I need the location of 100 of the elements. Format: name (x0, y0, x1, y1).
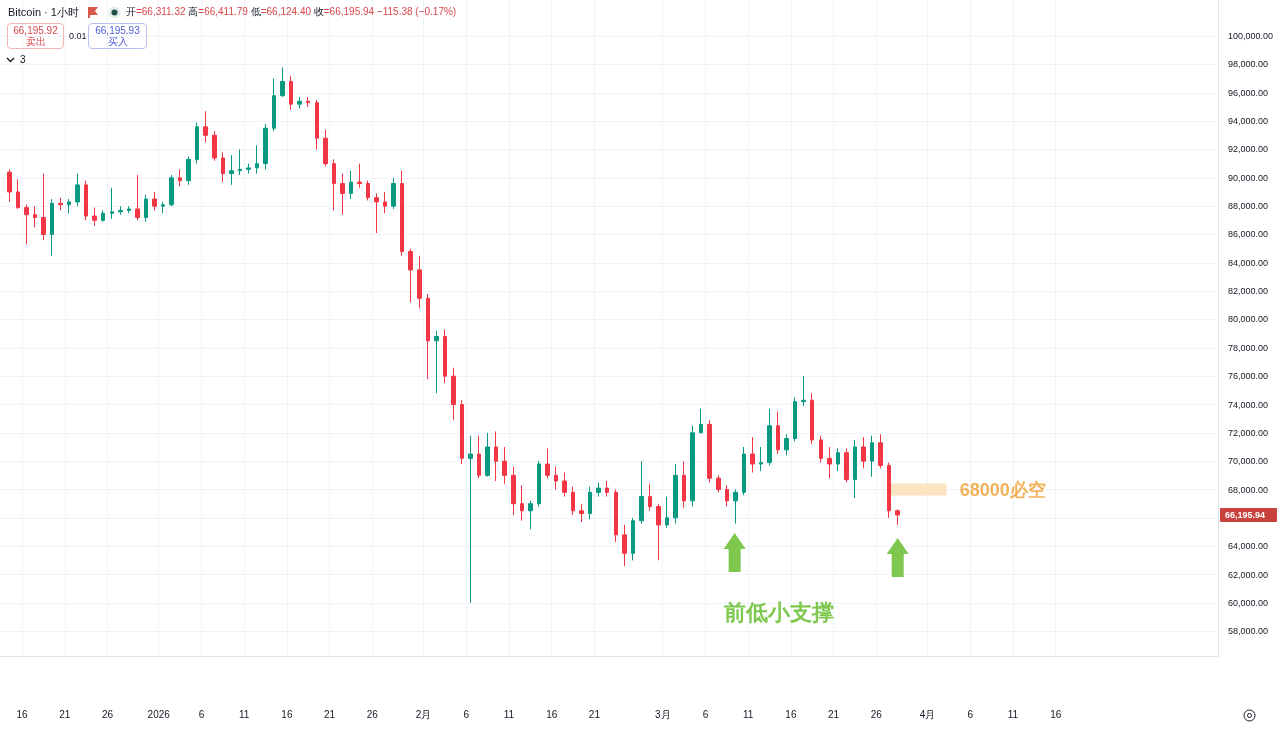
candlestick (793, 396, 797, 442)
candlestick (588, 486, 592, 520)
candlestick (656, 503, 661, 561)
candlestick (374, 192, 379, 234)
candlestick (323, 129, 328, 167)
candlestick (75, 173, 80, 207)
annotation: 0.01 (69, 31, 87, 41)
y-tick-label: 88,000.00 (1228, 201, 1269, 212)
candlestick (246, 163, 251, 175)
y-tick-label: 84,000.00 (1228, 257, 1269, 268)
candlestick (716, 474, 721, 493)
annotation: 3 (20, 54, 26, 65)
text: 66,195.94 (1225, 510, 1266, 521)
candlestick (742, 446, 746, 496)
text: 开=66,311.32 高=66,411.79 低=66,124.40 收=66,195.94 −115.38 (−0.17%) (125, 6, 457, 17)
candlestick (639, 460, 644, 525)
candlestick (101, 209, 105, 223)
candlestick (853, 439, 857, 499)
candlestick (195, 122, 199, 165)
candlestick (383, 191, 387, 214)
y-tick-label: 70,000.00 (1228, 456, 1269, 467)
candlestick (349, 170, 353, 200)
y-tick-label: 78,000.00 (1228, 342, 1269, 353)
x-tick-label: 21 (828, 708, 840, 720)
candlestick (699, 408, 703, 434)
candlestick (443, 328, 447, 384)
candlestick (460, 399, 464, 465)
candlestick (297, 96, 302, 109)
candlestick (58, 197, 63, 211)
annotation: 卖出 (25, 36, 46, 47)
candlestick (571, 486, 575, 516)
candlestick (690, 425, 695, 508)
candlestick (562, 472, 567, 498)
candlestick (673, 463, 678, 525)
candlestick (878, 433, 883, 469)
candlestick (819, 435, 823, 464)
candlestick (596, 481, 601, 498)
x-tick-label: 6 (967, 708, 974, 720)
candlestick (511, 466, 516, 516)
candlestick (631, 517, 635, 561)
candlestick (315, 99, 319, 150)
candlestick (203, 110, 208, 143)
y-tick-label: 98,000.00 (1228, 59, 1269, 70)
candlestick (767, 408, 772, 466)
candlestick (520, 484, 524, 522)
x-tick-label: 21 (588, 708, 601, 720)
y-tick-label: 68,000.00 (1228, 484, 1269, 495)
candlestick (545, 447, 550, 479)
candlestick (263, 123, 268, 170)
candlestick (255, 144, 259, 175)
candlestick (408, 248, 413, 303)
candlestick (152, 191, 157, 211)
candlestick (127, 205, 131, 214)
text: Bitcoin · 1小时 (8, 4, 79, 20)
candlestick (810, 392, 814, 445)
y-tick-label: 80,000.00 (1228, 314, 1269, 325)
candlestick (605, 480, 609, 498)
y-tick-label: 90,000.00 (1228, 172, 1269, 183)
candlestick (434, 330, 439, 394)
candlestick (67, 198, 71, 214)
x-tick-label: 11 (238, 708, 250, 720)
candlestick (280, 66, 285, 98)
annotation: 买入 (107, 36, 128, 47)
candlestick (161, 201, 165, 214)
y-tick-label: 94,000.00 (1228, 116, 1269, 127)
candlestick (648, 483, 652, 512)
candlestick (33, 205, 37, 228)
candlestick (554, 466, 558, 491)
candlestick (827, 446, 832, 479)
candlestick (238, 148, 242, 176)
candlestick (7, 168, 12, 203)
candlestick (844, 447, 849, 483)
candlestick (84, 180, 88, 221)
x-tick-label: 21 (59, 708, 71, 720)
candlestick (426, 293, 430, 380)
y-tick-label: 58,000.00 (1228, 626, 1269, 637)
y-tick-label: 82,000.00 (1228, 286, 1269, 297)
sell-button: 66,195.92 卖出 (7, 23, 64, 49)
candlestick (682, 460, 686, 509)
ref-line-label: 68000必空 (959, 479, 1046, 500)
candlestick (870, 435, 874, 478)
candlestick (895, 508, 900, 526)
candlestick (477, 435, 481, 479)
y-tick-label: 96,000.00 (1228, 87, 1269, 98)
candlestick (725, 484, 729, 508)
x-tick-label: 26 (101, 708, 114, 720)
candlestick (289, 75, 293, 111)
x-tick-label: 6 (702, 708, 709, 720)
candlestick (494, 430, 498, 482)
x-tick-label: 26 (366, 708, 379, 720)
candlestick (759, 446, 763, 472)
candlestick (614, 489, 618, 543)
candlestick (332, 158, 336, 211)
annotation: 66,195.93 (95, 25, 140, 36)
y-tick-label: 74,000.00 (1228, 399, 1269, 410)
candlestick (357, 163, 362, 189)
candlestick (178, 168, 182, 187)
candlestick (801, 375, 806, 407)
candlestick (24, 204, 29, 245)
x-tick-label: 16 (785, 708, 797, 720)
